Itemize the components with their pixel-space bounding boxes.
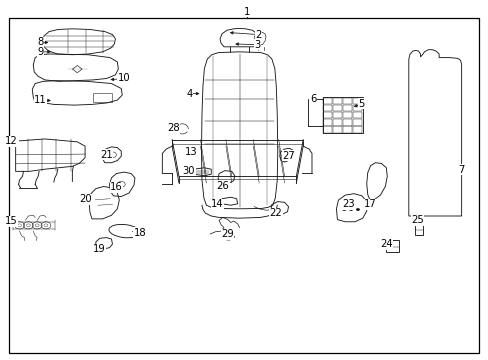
Bar	[343, 98, 351, 104]
Circle shape	[355, 208, 359, 211]
Circle shape	[348, 208, 352, 211]
Text: 20: 20	[79, 194, 92, 204]
Bar	[343, 126, 351, 133]
Text: 27: 27	[282, 150, 294, 161]
Bar	[333, 105, 342, 111]
Text: 8: 8	[38, 37, 43, 48]
Text: 17: 17	[364, 199, 376, 210]
Bar	[333, 119, 342, 126]
Text: 30: 30	[182, 166, 195, 176]
Bar	[322, 97, 362, 133]
Text: 6: 6	[309, 94, 316, 104]
Text: 9: 9	[37, 47, 44, 57]
Text: 22: 22	[269, 208, 282, 218]
Circle shape	[342, 208, 346, 211]
Bar	[352, 119, 362, 126]
Text: 10: 10	[118, 73, 130, 84]
Text: 26: 26	[216, 181, 229, 191]
Bar	[352, 126, 362, 133]
Text: 25: 25	[410, 215, 423, 225]
Bar	[343, 105, 351, 111]
Text: 11: 11	[34, 95, 47, 105]
Text: 29: 29	[221, 229, 233, 239]
Bar	[352, 98, 362, 104]
Text: 3: 3	[254, 40, 260, 50]
Text: 18: 18	[133, 228, 146, 238]
Text: 21: 21	[100, 150, 113, 160]
Bar	[323, 98, 332, 104]
Bar	[343, 112, 351, 118]
Text: 14: 14	[211, 199, 224, 210]
Bar	[414, 220, 423, 235]
Text: 1: 1	[243, 6, 250, 17]
Text: 4: 4	[186, 89, 192, 99]
Text: 28: 28	[167, 123, 180, 133]
Bar	[333, 112, 342, 118]
Bar	[323, 112, 332, 118]
Text: 13: 13	[184, 147, 197, 157]
Bar	[333, 98, 342, 104]
Text: 23: 23	[341, 199, 354, 210]
Bar	[323, 105, 332, 111]
Text: 2: 2	[254, 30, 261, 40]
Bar	[93, 93, 112, 102]
Bar	[323, 119, 332, 126]
Bar	[352, 112, 362, 118]
Bar	[343, 119, 351, 126]
Bar	[333, 126, 342, 133]
Text: 5: 5	[358, 99, 365, 109]
Bar	[352, 105, 362, 111]
Text: 16: 16	[110, 182, 122, 192]
Text: 7: 7	[457, 165, 464, 175]
Bar	[386, 240, 398, 252]
Text: 19: 19	[92, 244, 105, 254]
Bar	[323, 126, 332, 133]
Text: 15: 15	[4, 216, 17, 226]
Text: 12: 12	[5, 136, 18, 146]
Text: 24: 24	[379, 239, 392, 249]
